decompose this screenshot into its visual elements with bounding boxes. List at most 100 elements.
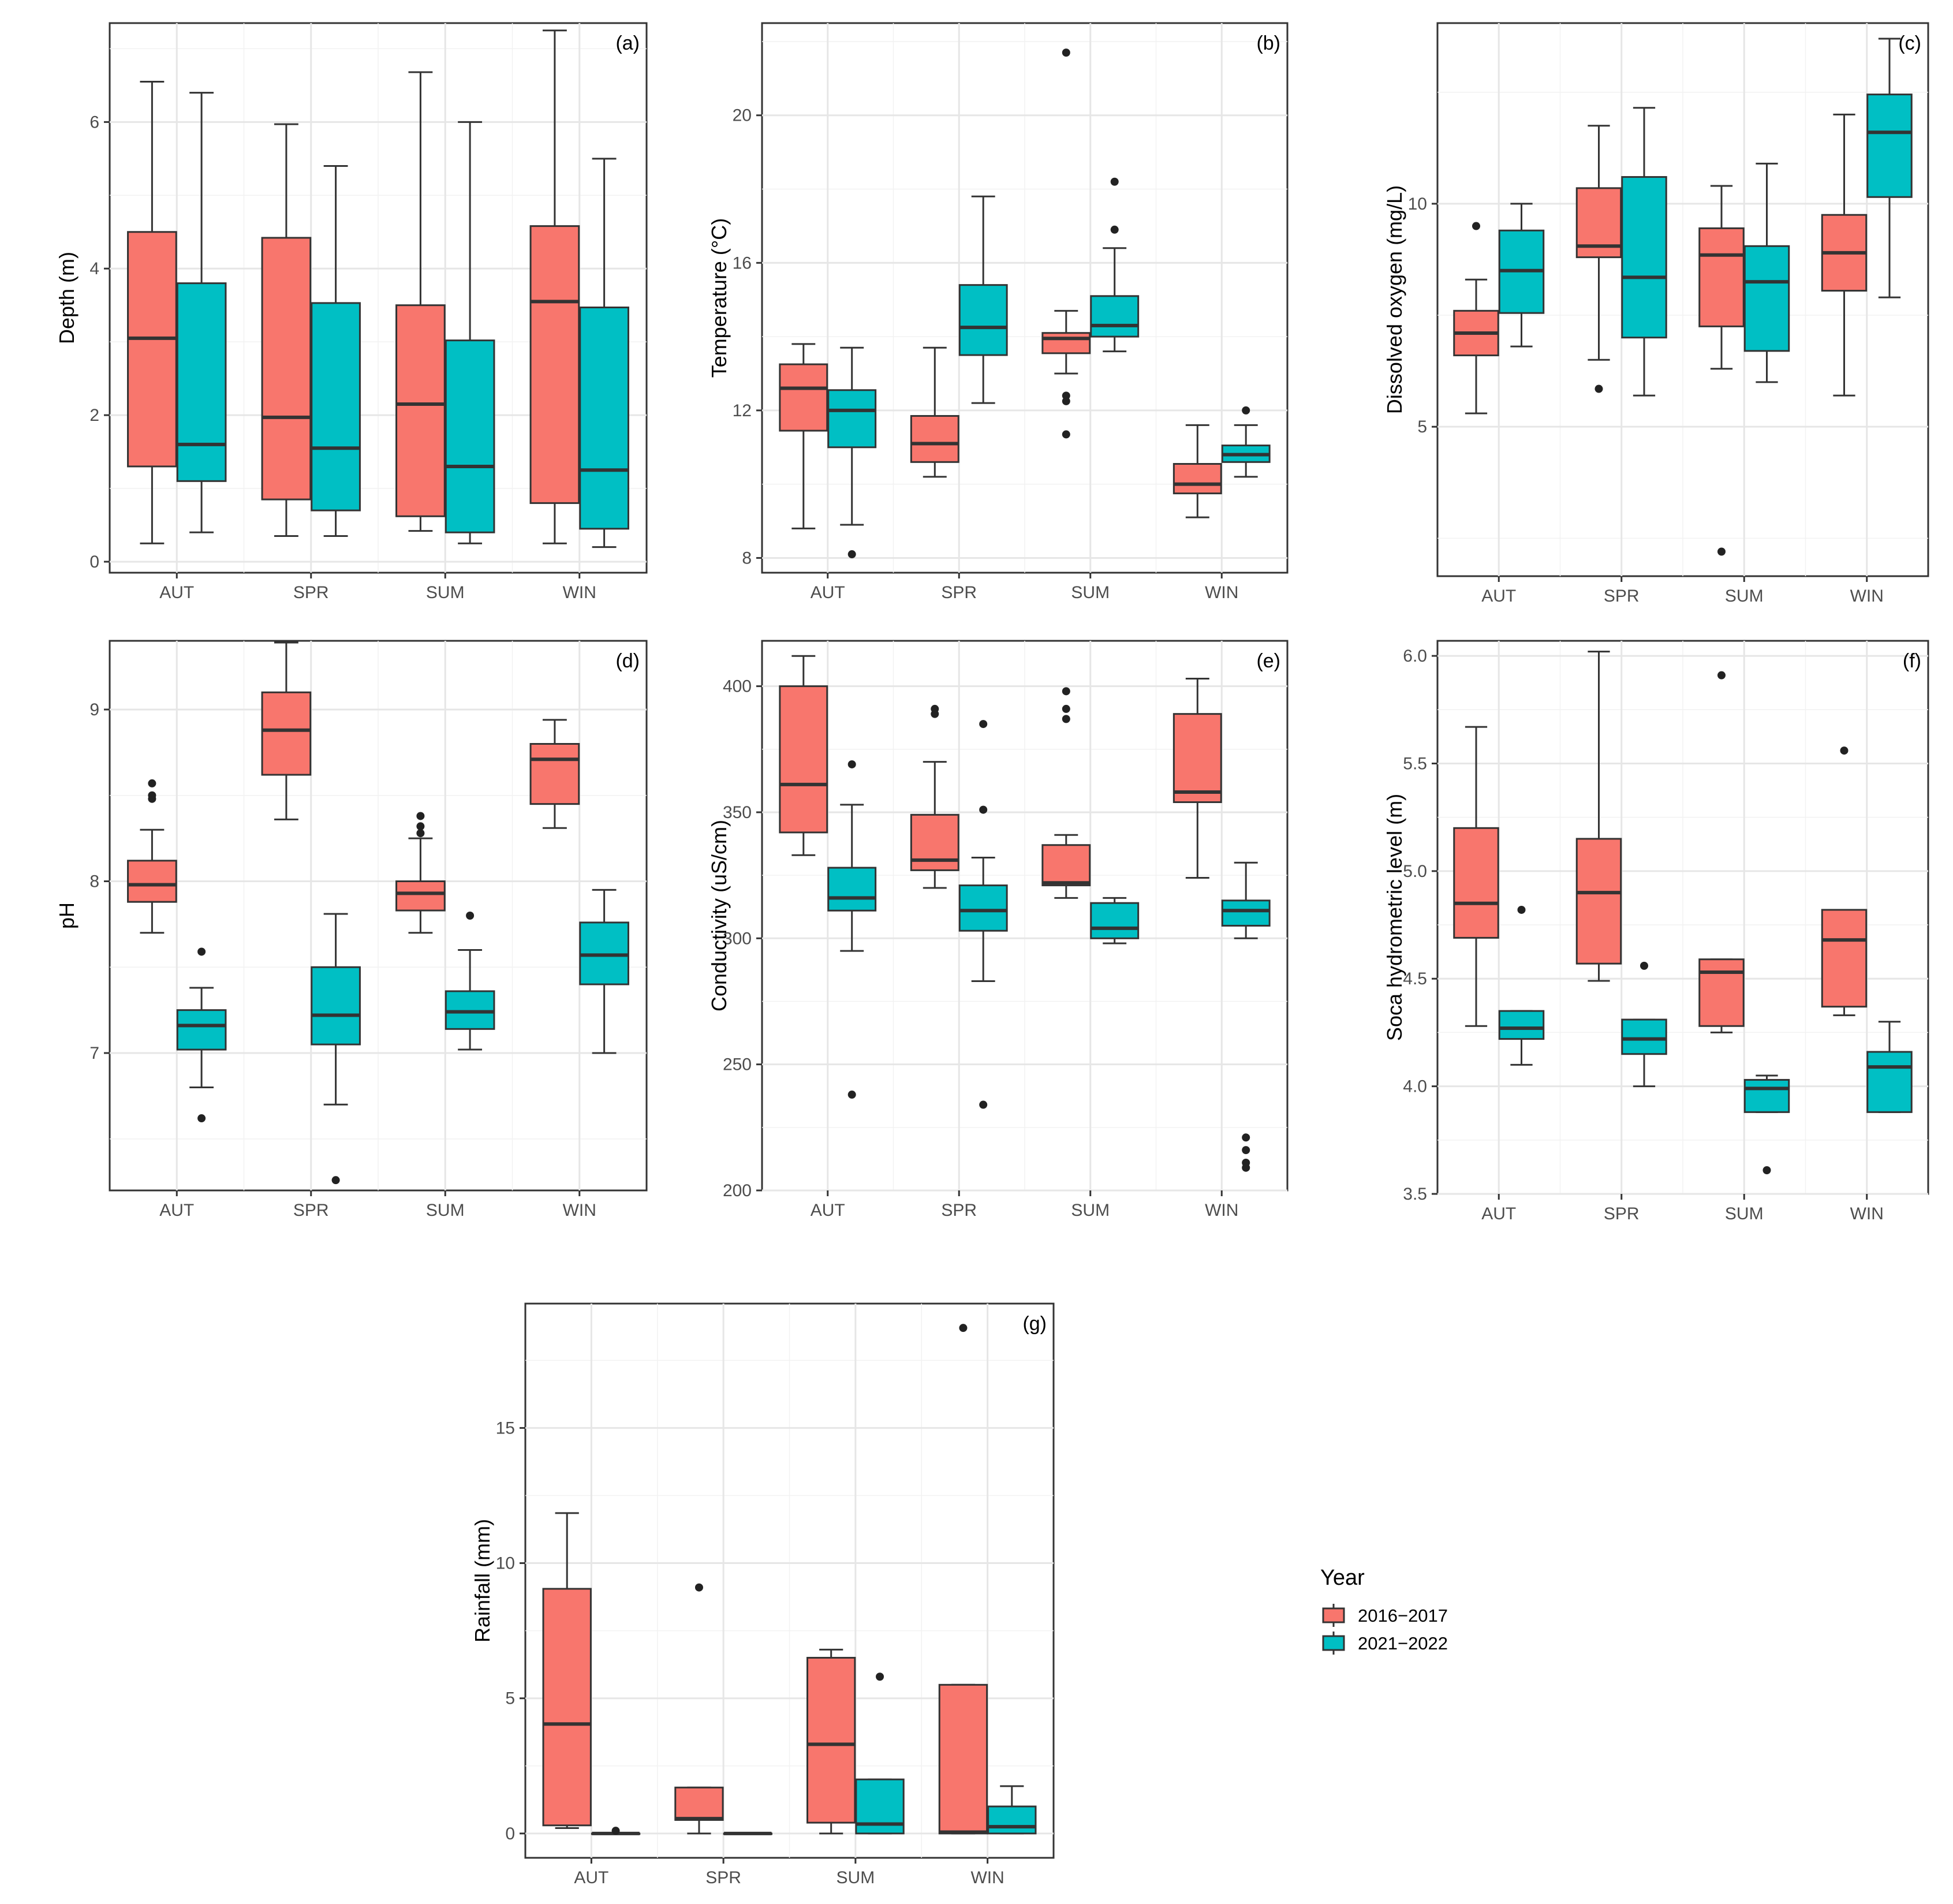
box-spr-2021-2022 [958, 195, 1008, 404]
box-sum-2016-2017 [1698, 185, 1745, 556]
y-axis-title: pH [55, 902, 79, 929]
y-tick-label: 20 [733, 106, 752, 125]
x-tick-label: SPR [705, 1868, 741, 1887]
y-tick-label: 200 [723, 1181, 752, 1200]
panel-tag: (e) [1256, 650, 1280, 672]
x-tick-label: AUT [811, 583, 845, 602]
x-tick-label: SPR [941, 583, 977, 602]
x-tick-label: WIN [1850, 587, 1884, 606]
box-sum-2021-2022 [1090, 897, 1140, 944]
box-spr-2016-2017 [261, 641, 312, 820]
x-tick-label: WIN [1205, 1201, 1238, 1220]
outlier-point [1110, 225, 1119, 234]
box-win-2016-2017 [1172, 678, 1222, 879]
box-iqr [1621, 1018, 1667, 1055]
box-iqr [779, 685, 828, 834]
box-aut-2021-2022 [827, 760, 877, 1099]
legend-item-2021-2022: 2021−2022 [1322, 1632, 1448, 1655]
y-axis-title: Temperature (°C) [707, 218, 731, 378]
outlier-point [1594, 384, 1603, 393]
y-tick-label: 6 [89, 113, 99, 132]
box-aut-2016-2017 [779, 655, 828, 856]
legend-item-2016-2017: 2016−2017 [1322, 1604, 1448, 1627]
x-tick-label: AUT [159, 583, 194, 602]
box-sum-2016-2017 [1698, 671, 1745, 1033]
outlier-point [416, 822, 425, 831]
x-tick-label: WIN [970, 1868, 1004, 1887]
box-aut-2016-2017 [1453, 222, 1499, 415]
outlier-point [1062, 397, 1070, 405]
box-sum-2021-2022 [855, 1672, 905, 1835]
box-win-2016-2017 [938, 1324, 988, 1835]
y-tick-label: 250 [723, 1055, 752, 1074]
x-tick-label: SUM [1071, 583, 1110, 602]
box-iqr [958, 284, 1008, 356]
panels: 0 2 4 6 AUT SPR SUM WIN Depth (m) (a) 8 12 16 20 AUT SP… [55, 22, 1929, 1887]
box-sum-2021-2022 [1090, 177, 1140, 353]
outlier-point [466, 912, 475, 920]
legend-key-2016-2017 [1322, 1607, 1345, 1623]
outlier-point [979, 805, 988, 814]
x-tick-label: SUM [1071, 1201, 1110, 1220]
box-aut-2021-2022 [176, 92, 227, 533]
x-tick-label: SPR [293, 1201, 329, 1220]
box-win-2016-2017 [529, 29, 580, 544]
x-tick-label: SUM [426, 1201, 465, 1220]
box-spr-2016-2017 [1575, 651, 1622, 982]
box-spr-2021-2022 [1621, 961, 1667, 1088]
outlier-point [1062, 687, 1070, 696]
box-aut-2016-2017 [1453, 726, 1499, 1027]
box-iqr [127, 860, 177, 903]
box-win-2021-2022 [987, 1785, 1037, 1835]
box-iqr [1866, 1051, 1913, 1113]
y-axis-title: Soca hydrometric level (m) [1383, 794, 1406, 1041]
box-win-2016-2017 [1821, 746, 1868, 1017]
box-spr-2016-2017 [1575, 125, 1622, 393]
outlier-point [416, 812, 425, 820]
box-win-2021-2022 [579, 888, 629, 1054]
y-tick-label: 7 [89, 1044, 99, 1063]
y-tick-label: 300 [723, 929, 752, 948]
legend-key-2021-2022 [1322, 1635, 1345, 1651]
outlier-point [1242, 406, 1250, 415]
box-iqr [1575, 838, 1622, 965]
panel-tag: (g) [1022, 1313, 1047, 1335]
box-aut-2016-2017 [127, 81, 177, 544]
x-tick-label: SPR [293, 583, 329, 602]
box-iqr [1453, 827, 1499, 939]
box-iqr [529, 225, 580, 504]
y-tick-label: 16 [733, 253, 752, 272]
x-tick-label: SUM [426, 583, 465, 602]
box-aut-2021-2022 [827, 346, 877, 559]
box-iqr [1743, 245, 1790, 352]
box-iqr [579, 307, 629, 530]
box-iqr [529, 743, 580, 805]
box-spr-2016-2017 [910, 346, 959, 478]
box-iqr [1041, 844, 1091, 887]
panel-f: 3.5 4.0 4.5 5.0 5.5 6.0 AUT SPR SUM WIN Soca hydro… [1383, 640, 1929, 1223]
box-sum-2016-2017 [395, 812, 446, 934]
box-iqr [827, 867, 877, 912]
outlier-point [1062, 48, 1070, 57]
panel-tag: (d) [615, 650, 640, 672]
box-iqr [1698, 958, 1745, 1027]
y-tick-label: 2 [89, 406, 99, 425]
box-sum-2016-2017 [1041, 687, 1091, 899]
outlier-point [959, 1324, 968, 1332]
box-iqr [395, 880, 446, 912]
box-win-2021-2022 [1221, 406, 1271, 478]
box-spr-2016-2017 [910, 704, 959, 889]
box-aut-2021-2022 [591, 1827, 641, 1835]
box-sum-2016-2017 [806, 1648, 856, 1835]
box-aut-2021-2022 [1498, 905, 1545, 1066]
box-spr-2021-2022 [311, 913, 361, 1185]
y-tick-label: 3.5 [1403, 1185, 1427, 1204]
y-tick-label: 8 [89, 872, 99, 891]
box-iqr [1041, 332, 1091, 354]
legend-label-2016-2017: 2016−2017 [1358, 1606, 1448, 1626]
outlier-point [1762, 1166, 1771, 1174]
box-iqr [779, 363, 828, 432]
box-spr-2016-2017 [674, 1583, 724, 1835]
outlier-point [1062, 715, 1070, 723]
